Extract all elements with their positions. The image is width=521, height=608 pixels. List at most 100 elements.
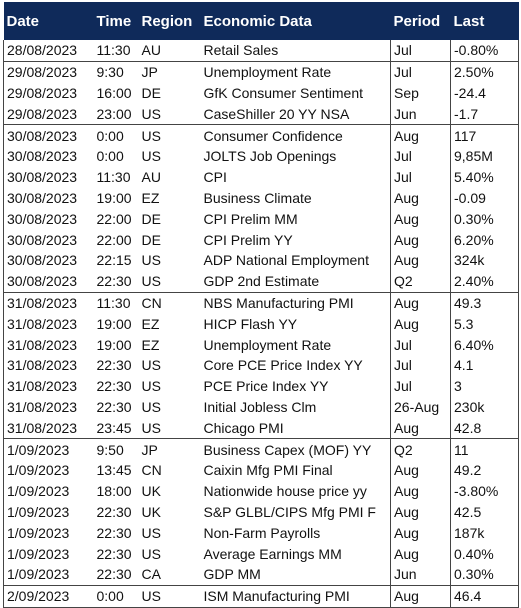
table-cell: 5.3 <box>450 313 519 335</box>
table-cell: CaseShiller 20 YY NSA <box>203 105 350 122</box>
table-cell: 29/08/2023 <box>3 60 94 83</box>
table-cell: Non-Farm Payrolls <box>203 524 321 541</box>
table-cell: 22:30 <box>96 357 132 374</box>
table-cell: Aug <box>390 543 451 564</box>
table-cell: US <box>141 148 161 165</box>
table-cell: 230k <box>450 396 519 418</box>
table-cell: 29/08/2023 <box>3 103 94 125</box>
table-cell: Aug <box>390 480 451 502</box>
table-cell: 19:00 <box>96 336 132 353</box>
table-cell: UK <box>141 503 161 520</box>
table-cell: Q2 <box>390 270 451 293</box>
table-cell: Aug <box>390 208 451 230</box>
table-cell: 22:00 <box>96 231 132 248</box>
table-row: 30/08/2023 22:30 US GDP 2nd Estimate Q2 2.40% <box>3 270 519 293</box>
table-cell: 1/09/2023 <box>3 501 94 523</box>
table-cell: 30/08/2023 <box>3 145 94 167</box>
table-cell: GDP MM <box>203 566 261 583</box>
table-cell: 23:00 <box>96 105 132 122</box>
table-cell: US <box>141 105 161 122</box>
table-cell: CA <box>141 566 161 583</box>
table-cell: 18:00 <box>96 483 132 500</box>
table-cell: Aug <box>390 584 451 608</box>
table-row: 31/08/2023 22:30 US Core PCE Price Index YY… <box>3 354 519 376</box>
table-cell: Unemployment Rate <box>200 60 391 83</box>
table-cell: 22:00 <box>96 210 132 227</box>
table-cell: 11:30 <box>93 291 139 314</box>
table-cell: 31/08/2023 <box>3 396 94 418</box>
table-cell: 22:15 <box>96 252 132 269</box>
table-cell: DE <box>141 231 161 248</box>
table-cell: ISM Manufacturing PMI <box>200 584 391 608</box>
table-cell: 30/08/2023 <box>3 270 94 293</box>
table-row: 31/08/2023 11:30 CN NBS Manufacturing PMI Au… <box>3 291 519 314</box>
table-cell: 31/08/2023 <box>3 313 94 335</box>
table-cell: Initial Jobless Clm <box>203 398 317 415</box>
table-cell: Core PCE Price Index YY <box>203 357 363 374</box>
table-row: 1/09/2023 18:00 UK Nationwide house price y… <box>3 480 519 502</box>
table-cell: JOLTS Job Openings <box>203 148 337 165</box>
table-cell: Aug <box>390 124 451 146</box>
table-cell: 30/08/2023 <box>3 208 94 230</box>
table-cell: JP <box>138 60 201 83</box>
table-row: 2/09/2023 0:00 US ISM Manufacturing PMI Aug 4… <box>3 584 519 608</box>
table-cell: 13:45 <box>96 462 132 479</box>
header-cell: Region <box>138 2 201 40</box>
table-cell: 3 <box>450 375 519 397</box>
table-cell: 19:00 <box>96 189 132 206</box>
table-row: 30/08/2023 22:15 US ADP National Employment… <box>3 249 519 271</box>
table-row: 29/08/2023 9:30 JP Unemployment Rate Jul 2.50… <box>3 60 519 83</box>
table-cell: US <box>138 584 201 608</box>
table-cell: 2/09/2023 <box>3 584 94 608</box>
table-cell: Aug <box>390 229 451 250</box>
table-cell: 1/09/2023 <box>3 480 94 502</box>
table-cell: 0:00 <box>93 584 139 608</box>
table-cell: HICP Flash YY <box>203 315 298 332</box>
table-cell: CN <box>138 291 201 314</box>
table-cell: 30/08/2023 <box>3 229 94 250</box>
table-cell: US <box>141 545 161 562</box>
table-cell: UK <box>141 483 161 500</box>
table-cell: Retail Sales <box>203 42 279 59</box>
table-row: 30/08/2023 22:00 DE CPI Prelim YY Aug 6.20% <box>3 229 519 250</box>
table-cell: Aug <box>390 522 451 544</box>
table-cell: Aug <box>390 417 451 439</box>
table-cell: Sep <box>390 82 451 104</box>
table-row: 1/09/2023 9:50 JP Business Capex (MOF) YY Q2… <box>3 438 519 460</box>
table-row: 1/09/2023 22:30 US Average Earnings MM Aug 0.… <box>3 543 519 564</box>
table-row: 30/08/2023 0:00 US JOLTS Job Openings Jul 9,8… <box>3 145 519 167</box>
table-cell: 1/09/2023 <box>3 522 94 544</box>
table-cell: DE <box>141 210 161 227</box>
table-cell: 0:00 <box>93 124 139 146</box>
table-cell: Q2 <box>390 438 451 460</box>
table-cell: US <box>141 273 161 290</box>
header-cell: Period <box>390 2 451 40</box>
table-cell: Caixin Mfg PMI Final <box>203 462 333 479</box>
table-cell: Business Climate <box>203 189 312 206</box>
table-cell: Jul <box>390 145 451 167</box>
table-cell: 11 <box>450 438 519 460</box>
table-cell: Jun <box>390 563 451 586</box>
table-cell: EZ <box>141 315 160 332</box>
table-cell: GDP 2nd Estimate <box>203 273 320 290</box>
table-cell: US <box>141 419 161 436</box>
table-cell: Consumer Confidence <box>200 124 391 146</box>
table-cell: Aug <box>390 187 451 209</box>
table-cell: 0.40% <box>450 543 519 564</box>
table-cell: 22:30 <box>96 503 132 520</box>
table-cell: CPI Prelim MM <box>203 210 298 227</box>
table-cell: CPI <box>203 169 227 186</box>
table-cell: -1.7 <box>450 103 519 125</box>
table-cell: 46.4 <box>450 584 519 608</box>
table-cell: 2.50% <box>450 60 519 83</box>
table-cell: 0.30% <box>450 563 519 586</box>
table-body: 28/08/2023 11:30 AU Retail Sales Jul -0.80% 29… <box>3 40 519 608</box>
table-row: 31/08/2023 23:45 US Chicago PMI Aug 42.8 <box>3 417 519 439</box>
header-cell: Time <box>93 2 139 40</box>
table-cell: AU <box>141 169 161 186</box>
table-cell: 11:30 <box>96 169 131 186</box>
table-cell: 0:00 <box>96 148 124 165</box>
table-cell: Jun <box>390 103 451 125</box>
table-row: 29/08/2023 16:00 DE GfK Consumer Sentiment S… <box>3 82 519 104</box>
